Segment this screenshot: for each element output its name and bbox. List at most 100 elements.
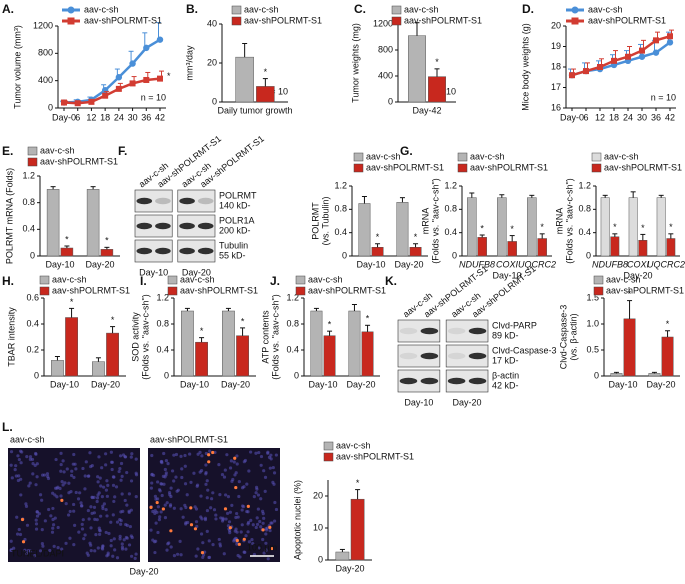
nucleus bbox=[179, 454, 183, 458]
panel-label: E. bbox=[2, 144, 13, 158]
point bbox=[638, 53, 646, 60]
legend-label: aav-shPOLRMT-S1 bbox=[336, 451, 414, 461]
tunel-spot bbox=[234, 485, 238, 490]
nucleus bbox=[82, 537, 86, 541]
nucleus bbox=[127, 492, 131, 496]
nucleus bbox=[257, 546, 261, 550]
nucleus bbox=[114, 485, 119, 489]
nucleus bbox=[218, 542, 222, 546]
nucleus bbox=[195, 484, 199, 488]
nucleus bbox=[72, 509, 76, 513]
nucleus bbox=[247, 540, 251, 544]
band-name: POLRMT bbox=[219, 190, 257, 200]
x-tick-label: 6 bbox=[583, 112, 588, 122]
nucleus bbox=[207, 555, 211, 560]
nucleus bbox=[25, 523, 30, 527]
nucleus bbox=[214, 517, 218, 521]
band-name: Clvd-PARP bbox=[492, 320, 537, 330]
nucleus bbox=[196, 547, 200, 551]
point bbox=[156, 36, 164, 43]
nucleus bbox=[149, 486, 153, 490]
nucleus bbox=[194, 554, 198, 558]
nucleus bbox=[162, 451, 166, 456]
nucleus bbox=[230, 479, 234, 483]
y-axis-label: mRNA bbox=[554, 208, 564, 235]
nucleus bbox=[25, 551, 29, 556]
legend-swatch bbox=[391, 5, 402, 15]
nucleus bbox=[119, 461, 124, 466]
x-tick-label: NDUFB8 bbox=[459, 259, 495, 269]
nucleus bbox=[34, 518, 38, 522]
legend-marker bbox=[571, 17, 579, 25]
x-tick-label: COXI bbox=[627, 259, 650, 269]
point bbox=[666, 39, 674, 46]
tunel-spot bbox=[233, 456, 237, 460]
nucleus bbox=[34, 483, 38, 487]
y-tick-label: 0 bbox=[34, 370, 39, 380]
y-axis-label: POLRMT bbox=[310, 202, 320, 240]
bar bbox=[46, 189, 60, 257]
nucleus bbox=[65, 467, 69, 471]
legend-swatch bbox=[167, 275, 178, 285]
nucleus bbox=[205, 479, 209, 483]
bar bbox=[656, 197, 666, 257]
nucleus bbox=[15, 532, 20, 536]
nucleus bbox=[271, 465, 275, 470]
nucleus bbox=[89, 526, 93, 530]
nucleus bbox=[227, 520, 232, 524]
nucleus bbox=[210, 497, 214, 501]
tunel-spot bbox=[211, 450, 215, 455]
nucleus bbox=[69, 489, 73, 494]
panel-label: aav-c-sh bbox=[10, 434, 45, 444]
legend-swatch bbox=[27, 146, 38, 156]
nucleus bbox=[234, 515, 238, 520]
nucleus bbox=[222, 475, 227, 479]
point bbox=[88, 98, 95, 105]
nucleus bbox=[100, 466, 104, 470]
blot-band bbox=[468, 377, 487, 385]
nucleus bbox=[159, 510, 163, 514]
nucleus bbox=[219, 516, 223, 520]
point bbox=[583, 68, 589, 75]
nucleus bbox=[217, 463, 221, 467]
bar bbox=[507, 241, 517, 257]
y-tick-label: 10 bbox=[313, 522, 323, 532]
y-tick-label: 1.2 bbox=[156, 292, 169, 302]
nucleus bbox=[239, 530, 243, 534]
nucleus bbox=[61, 459, 65, 463]
y-tick-label: 0.2 bbox=[26, 344, 39, 354]
nucleus bbox=[125, 503, 129, 507]
x-tick-label: NDUFB8 bbox=[592, 259, 628, 269]
y-axis-label: Clvd-Caspase-3 bbox=[558, 305, 568, 370]
blot-box bbox=[134, 239, 173, 263]
nucleus bbox=[31, 472, 35, 476]
nucleus bbox=[119, 478, 123, 482]
nucleus bbox=[223, 493, 228, 497]
blot-band bbox=[155, 197, 171, 205]
nucleus bbox=[46, 476, 51, 481]
nucleus bbox=[13, 468, 17, 472]
legend-marker bbox=[67, 17, 75, 25]
panel-label: aav-shPOLRMT-S1 bbox=[150, 434, 228, 444]
nucleus bbox=[235, 542, 239, 546]
y-axis-label: SOD activity bbox=[130, 312, 140, 362]
nucleus bbox=[72, 502, 76, 507]
point bbox=[115, 85, 122, 92]
bar bbox=[396, 202, 409, 257]
band-name: β-actin bbox=[492, 370, 519, 380]
point bbox=[143, 76, 150, 83]
nucleus bbox=[186, 520, 190, 525]
y-tick-label: 1.2 bbox=[578, 180, 591, 190]
nucleus bbox=[225, 453, 229, 457]
nucleus bbox=[92, 505, 97, 509]
point bbox=[597, 64, 603, 70]
group-label: Day-10 bbox=[139, 267, 168, 277]
nucleus bbox=[110, 467, 114, 472]
nucleus bbox=[228, 531, 232, 535]
nucleus bbox=[118, 537, 122, 541]
nucleus bbox=[78, 491, 82, 495]
nucleus bbox=[95, 496, 100, 500]
nucleus bbox=[56, 545, 60, 550]
nucleus bbox=[28, 549, 32, 553]
x-tick-label: Daily tumor growth bbox=[217, 105, 292, 115]
